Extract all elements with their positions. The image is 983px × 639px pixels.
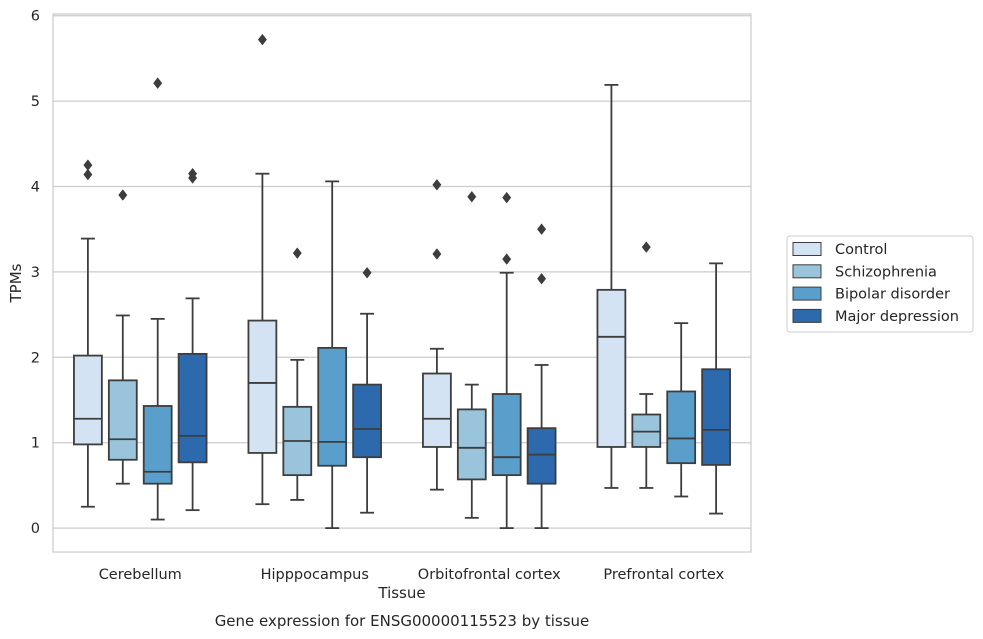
outlier-marker [292, 247, 302, 259]
box-3-3 [701, 262, 731, 515]
box-3-0 [177, 167, 208, 512]
outlier-marker [432, 178, 442, 191]
outlier-marker [502, 253, 512, 265]
box-2-0 [142, 77, 173, 521]
x-axis-label: Tissue [377, 584, 425, 602]
x-tick-label: Orbitofrontal cortex [418, 567, 561, 583]
box-1-0 [107, 189, 138, 485]
iqr-box [73, 354, 103, 446]
iqr-box [422, 372, 452, 448]
iqr-box [142, 405, 173, 485]
iqr-box [177, 352, 208, 464]
box-1-2 [456, 190, 487, 519]
legend-frame [786, 235, 974, 333]
box-2-1 [317, 180, 348, 529]
legend-swatch [792, 264, 822, 279]
y-tick-label: 2 [31, 350, 40, 366]
outlier-marker [118, 189, 128, 201]
iqr-box [526, 427, 557, 485]
legend-label: Bipolar disorder [835, 287, 950, 303]
box-2-2 [491, 191, 522, 529]
y-axis-ticks: 0 1 2 3 4 5 6 [31, 9, 40, 537]
outlier-marker [83, 168, 93, 181]
x-tick-label: Hipppocampus [261, 567, 369, 583]
y-tick-label: 1 [31, 436, 40, 452]
box-0-3 [596, 83, 627, 489]
y-tick-label: 3 [31, 265, 40, 281]
box-0-1 [247, 33, 278, 506]
x-tick-label: Cerebellum [99, 567, 182, 583]
y-tick-label: 6 [31, 9, 40, 25]
y-axis-label: TPMs [7, 263, 25, 303]
iqr-box [247, 319, 278, 454]
legend-label: Schizophrenia [835, 264, 937, 280]
legend-swatch [792, 308, 822, 323]
iqr-box [352, 383, 382, 459]
outlier-marker [641, 241, 651, 253]
legend-label: Major depression [835, 309, 959, 325]
outlier-marker [362, 266, 372, 279]
box-0-0 [73, 159, 103, 508]
outlier-marker [257, 33, 267, 46]
x-axis-ticks: Cerebellum Hipppocampus Orbitofrontal cort… [99, 567, 725, 583]
chart-caption: Gene expression for ENSG00000115523 by t… [215, 612, 590, 630]
y-tick-label: 5 [31, 94, 40, 110]
box-3-2 [526, 223, 557, 529]
legend-swatch [792, 242, 822, 256]
boxes [73, 33, 731, 529]
iqr-box [666, 390, 697, 465]
outlier-marker [502, 191, 512, 204]
box-1-1 [282, 247, 313, 501]
outlier-marker [537, 272, 547, 285]
box-0-2 [422, 178, 452, 491]
legend: Control Schizophrenia Bipolar disorder Majo… [786, 235, 974, 333]
iqr-box [701, 368, 731, 466]
iqr-box [456, 408, 487, 481]
iqr-box [107, 379, 138, 461]
outlier-marker [467, 190, 477, 203]
outlier-marker [83, 159, 93, 171]
outlier-marker [432, 248, 442, 260]
y-tick-label: 0 [31, 521, 40, 537]
box-3-1 [352, 266, 382, 514]
x-tick-label: Prefrontal cortex [603, 567, 724, 583]
legend-label: Control [835, 242, 887, 258]
outlier-marker [153, 77, 163, 89]
iqr-box [317, 347, 348, 467]
legend-swatch [792, 286, 822, 301]
iqr-box [491, 393, 522, 477]
outlier-marker [188, 167, 198, 180]
outlier-marker [537, 223, 547, 236]
y-tick-label: 4 [31, 180, 40, 196]
box-1-3 [631, 241, 662, 489]
box-2-3 [666, 322, 697, 498]
iqr-box [596, 288, 627, 448]
